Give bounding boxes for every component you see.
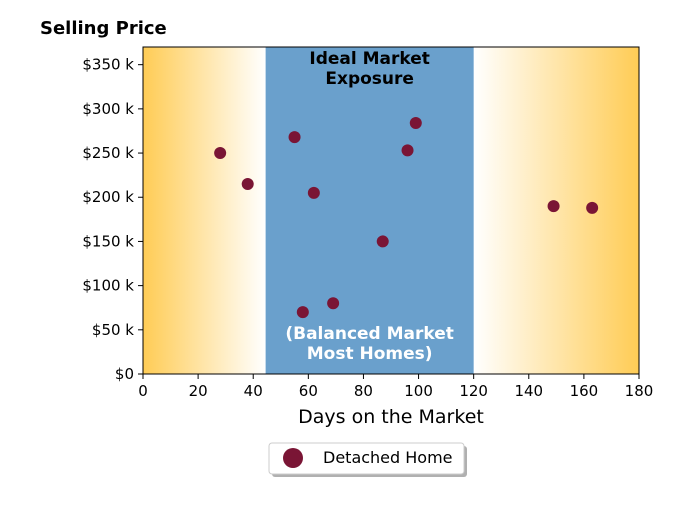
y-axis: $0 $50 k $100 k $150 k $200 k $250 k $300 k $35… — [82, 56, 143, 383]
ideal-exposure-band — [265, 47, 474, 374]
data-point — [327, 297, 340, 310]
x-axis: 0 20 40 60 80 100 120 140 160 180 — [138, 374, 653, 400]
region-bottom-label-line: Most Homes) — [307, 344, 433, 364]
chart-title: Selling Price — [40, 18, 167, 39]
y-tick-label: $300 k — [82, 100, 134, 118]
data-point — [307, 186, 320, 199]
y-tick-label: $250 k — [82, 144, 134, 162]
data-point — [409, 117, 422, 130]
x-tick-label: 20 — [189, 382, 208, 400]
x-tick-label: 160 — [570, 382, 599, 400]
x-tick-label: 120 — [459, 382, 488, 400]
legend-marker — [283, 448, 303, 468]
y-tick-label: $0 — [115, 365, 134, 383]
y-tick-label: $200 k — [82, 188, 134, 206]
y-tick-label: $350 k — [82, 56, 134, 74]
y-tick-label: $150 k — [82, 232, 134, 250]
x-tick-label: 80 — [354, 382, 373, 400]
plot-frame — [142, 46, 640, 375]
data-point — [241, 177, 254, 190]
region-top-label-line: Exposure — [325, 69, 414, 89]
y-tick-label: $100 k — [82, 277, 134, 295]
data-point — [547, 200, 560, 213]
x-tick-label: 60 — [299, 382, 318, 400]
x-tick-label: 40 — [244, 382, 263, 400]
x-axis-label: Days on the Market — [298, 406, 484, 428]
data-point — [214, 147, 227, 160]
data-point — [288, 131, 301, 144]
data-point — [296, 306, 309, 319]
legend-label: Detached Home — [323, 448, 453, 467]
left-gradient-background — [143, 47, 266, 374]
region-top-label-line: Ideal Market — [309, 49, 430, 69]
data-point — [376, 235, 389, 248]
data-point — [586, 201, 599, 214]
y-tick-label: $50 k — [92, 321, 134, 339]
legend: Detached Home — [268, 442, 467, 477]
x-tick-label: 140 — [514, 382, 543, 400]
x-tick-label: 0 — [138, 382, 148, 400]
x-tick-label: 180 — [625, 382, 654, 400]
region-bottom-label-line: (Balanced Market — [285, 324, 454, 344]
data-points — [214, 117, 599, 319]
data-point — [401, 144, 414, 157]
x-tick-label: 100 — [404, 382, 433, 400]
legend-box — [268, 442, 465, 475]
